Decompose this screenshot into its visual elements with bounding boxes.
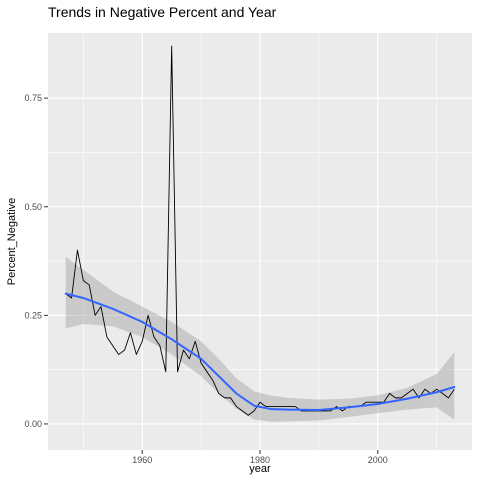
smooth-series-line (64, 292, 456, 412)
x-tick-label: 2000 (368, 455, 388, 465)
confidence-band-layer (65, 256, 455, 422)
y-tick-label: 0.25 (24, 310, 42, 320)
grid (48, 33, 472, 450)
x-tick-label: 1980 (250, 455, 270, 465)
x-axis-title: year (249, 463, 271, 475)
smooth-series-layer (64, 292, 456, 412)
x-axis: 1960 1980 2000 (132, 450, 388, 465)
y-tick-label: 0.50 (24, 202, 42, 212)
y-axis-title: Percent_Negative (6, 198, 18, 285)
raw-series-line (65, 45, 455, 416)
chart-title: Trends in Negative Percent and Year (48, 4, 277, 20)
confidence-band (65, 256, 455, 422)
y-axis: 0.00 0.25 0.50 0.75 (24, 93, 48, 429)
raw-series-layer (65, 45, 455, 416)
y-tick-label: 0.00 (24, 419, 42, 429)
y-tick-label: 0.75 (24, 93, 42, 103)
x-tick-label: 1960 (132, 455, 152, 465)
